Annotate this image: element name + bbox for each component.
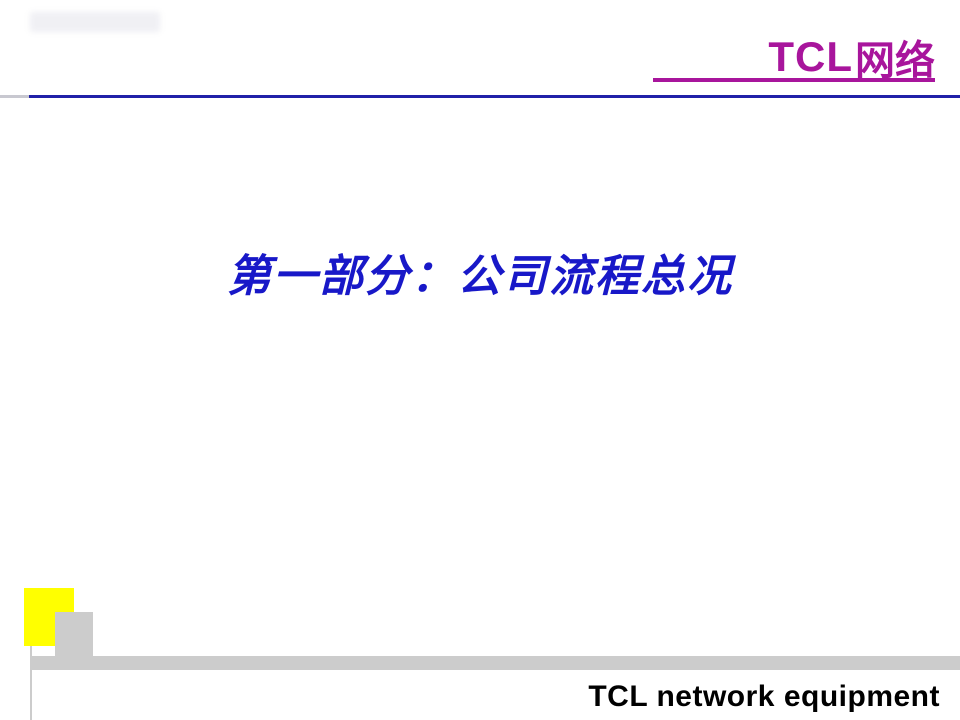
footer-area: TCL network equipment — [0, 590, 960, 720]
footer-gray-box — [55, 612, 93, 657]
footer-thick-line — [30, 656, 960, 670]
top-left-smudge — [30, 12, 160, 32]
header-divider — [0, 95, 960, 98]
tcl-logo-text: TCL — [768, 33, 853, 81]
logo-underline — [653, 78, 935, 82]
slide-title: 第一部分：公司流程总况 — [0, 240, 960, 304]
footer-company-text: TCL network equipment — [588, 680, 940, 714]
